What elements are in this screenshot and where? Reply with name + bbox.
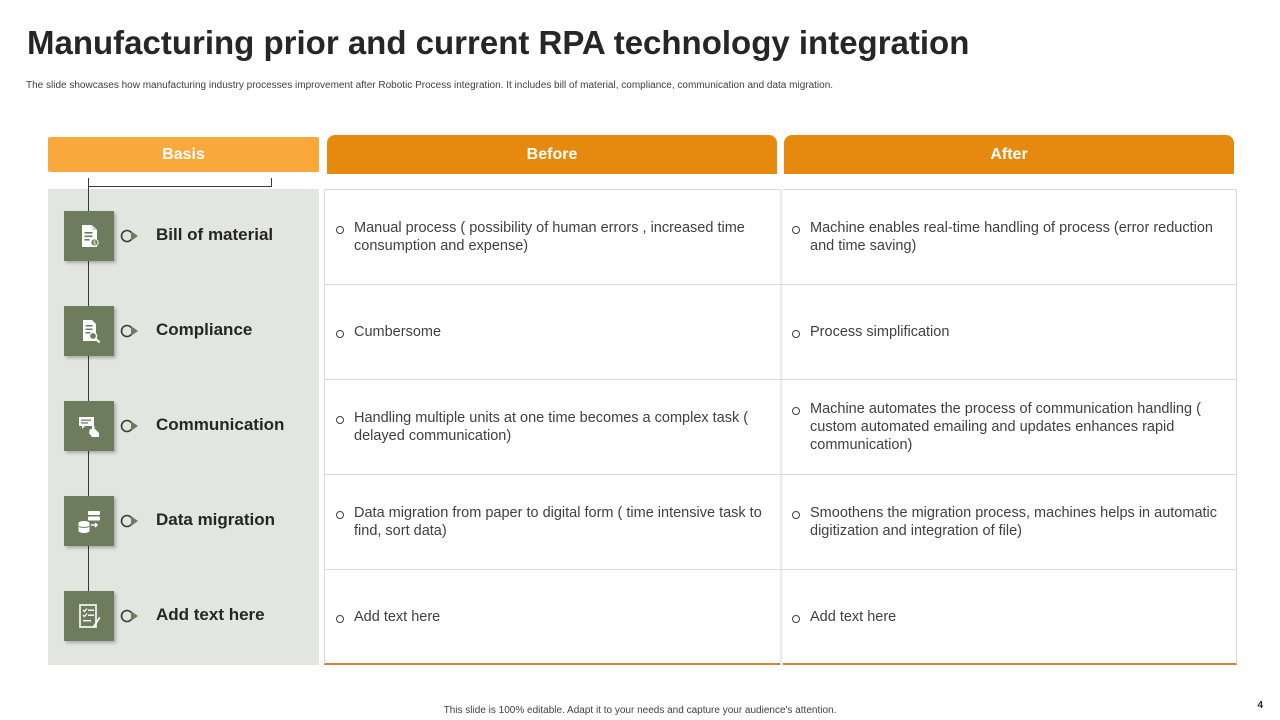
slide-subtitle: The slide showcases how manufacturing in… <box>26 80 834 91</box>
before-text: Handling multiple units at one time beco… <box>354 409 749 444</box>
after-text: Process simplification <box>810 323 950 340</box>
column-divider <box>780 189 783 665</box>
before-cell: Handling multiple units at one time beco… <box>336 379 770 474</box>
header-before: Before <box>327 135 777 174</box>
bullet-icon <box>792 406 800 415</box>
document-money-icon: $ <box>64 211 114 261</box>
arrow-icon <box>120 419 138 433</box>
bullet-icon <box>336 415 344 424</box>
basis-row: Add text here <box>48 569 319 664</box>
after-cell: Machine enables real-time handling of pr… <box>792 189 1224 284</box>
arrow-icon <box>120 324 138 338</box>
after-cell: Machine automates the process of communi… <box>792 379 1224 474</box>
row-divider <box>324 569 1237 570</box>
svg-text:$: $ <box>93 240 96 246</box>
before-cell: Add text here <box>336 569 770 664</box>
before-text: Add text here <box>354 608 441 625</box>
after-text: Smoothens the migration process, machine… <box>810 504 1218 539</box>
row-divider <box>324 474 1237 475</box>
chat-hand-icon <box>64 401 114 451</box>
basis-label: Compliance <box>156 320 253 339</box>
header-connector-line <box>88 178 272 187</box>
arrow-icon <box>120 229 138 243</box>
arrow-icon <box>120 609 138 623</box>
basis-row: Compliance <box>48 284 319 379</box>
bullet-icon <box>336 614 344 623</box>
basis-row: $ Bill of material <box>48 189 319 284</box>
basis-row: Data migration <box>48 474 319 569</box>
after-cell: Smoothens the migration process, machine… <box>792 474 1224 569</box>
bullet-icon <box>336 510 344 519</box>
before-cell: Data migration from paper to digital for… <box>336 474 770 569</box>
arrow-icon <box>120 514 138 528</box>
bullet-icon <box>792 225 800 234</box>
bullet-icon <box>792 614 800 623</box>
checklist-icon <box>64 591 114 641</box>
after-text: Machine enables real-time handling of pr… <box>810 219 1213 254</box>
slide-title: Manufacturing prior and current RPA tech… <box>27 24 970 61</box>
basis-label: Add text here <box>156 605 265 624</box>
header-basis: Basis <box>48 137 319 172</box>
before-text: Data migration from paper to digital for… <box>354 504 762 539</box>
bullet-icon <box>336 225 344 234</box>
data-transfer-icon <box>64 496 114 546</box>
header-after: After <box>784 135 1234 174</box>
basis-label: Data migration <box>156 510 276 529</box>
document-search-icon <box>64 306 114 356</box>
basis-row: Communication <box>48 379 319 474</box>
page-number: 4 <box>1257 700 1263 711</box>
basis-label: Bill of material <box>156 225 274 244</box>
after-text: Machine automates the process of communi… <box>810 400 1201 453</box>
bullet-icon <box>336 329 344 338</box>
row-divider <box>324 284 1237 285</box>
before-cell: Manual process ( possibility of human er… <box>336 189 770 284</box>
before-text: Manual process ( possibility of human er… <box>354 219 745 254</box>
after-cell: Process simplification <box>792 284 1224 379</box>
bullet-icon <box>792 329 800 338</box>
before-text: Cumbersome <box>354 323 442 340</box>
before-cell: Cumbersome <box>336 284 770 379</box>
basis-label: Communication <box>156 415 285 434</box>
after-text: Add text here <box>810 608 897 625</box>
bullet-icon <box>792 510 800 519</box>
row-divider <box>324 379 1237 380</box>
slide-footer: This slide is 100% editable. Adapt it to… <box>443 705 837 716</box>
after-cell: Add text here <box>792 569 1224 664</box>
